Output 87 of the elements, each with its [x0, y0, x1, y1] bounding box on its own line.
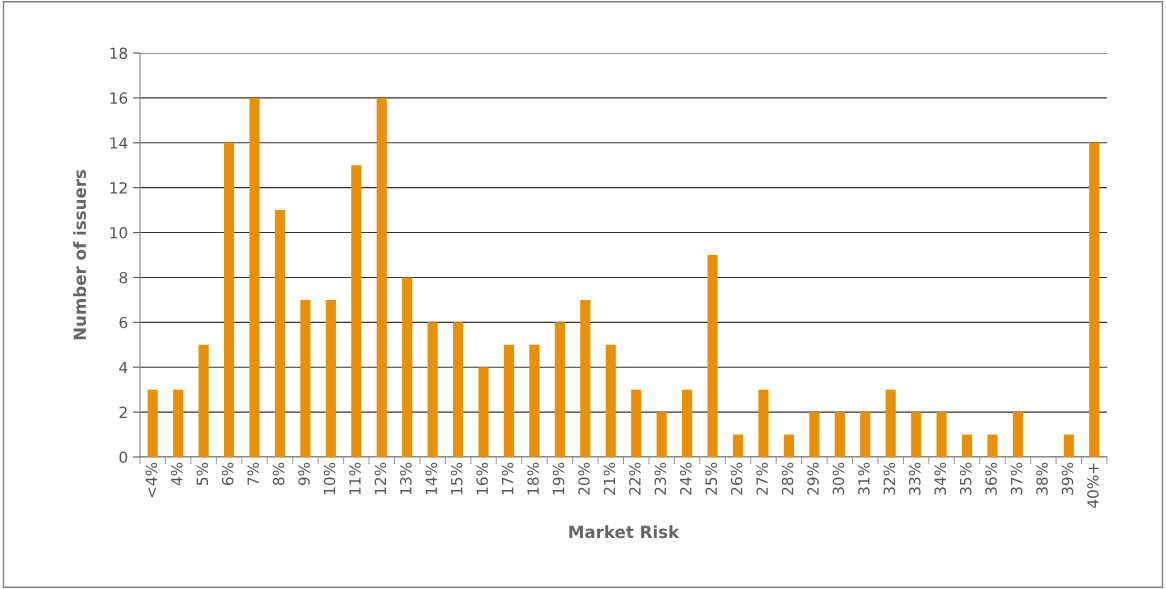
bar [325, 299, 336, 457]
y-tick-label: 6 [119, 316, 128, 329]
bar [580, 299, 591, 457]
x-tick-label: <4% [145, 462, 158, 498]
x-tick-label: 11% [349, 462, 361, 495]
bar [147, 389, 158, 457]
x-tick-label: 12% [374, 462, 387, 495]
x-tick-label: 34% [934, 462, 947, 495]
bar [961, 434, 973, 457]
bar [1089, 142, 1100, 457]
x-tick-label: 17% [501, 462, 514, 495]
x-tick-label: 26% [730, 462, 743, 495]
x-tick-label: 35% [959, 462, 972, 495]
bar [427, 322, 438, 457]
x-tick-label: 10% [323, 462, 336, 495]
bar [707, 255, 718, 457]
x-tick-label: 22% [629, 462, 641, 495]
y-tick-label: 18 [110, 47, 128, 60]
bar [351, 165, 362, 457]
bar [198, 344, 209, 457]
bar [911, 412, 922, 457]
x-tick-label: 36% [985, 462, 997, 495]
bar [376, 97, 387, 457]
bar [300, 299, 311, 457]
y-tick-label: 4 [119, 361, 128, 374]
x-tick-label: 13% [400, 462, 412, 495]
y-tick-label: 12 [110, 182, 127, 194]
bar [554, 322, 565, 457]
y-tick-label: 2 [119, 406, 127, 418]
bar [249, 97, 260, 457]
x-tick-label: 8% [272, 462, 285, 486]
bar [834, 412, 845, 457]
x-tick-label: 6% [221, 462, 234, 486]
y-tick-label: 10 [110, 227, 128, 239]
x-tick-label: 38% [1036, 462, 1048, 495]
x-tick-label: 39% [1061, 462, 1074, 495]
x-tick-label: 20% [578, 462, 590, 495]
bar [503, 344, 515, 457]
x-tick-label: 28% [781, 462, 794, 495]
bar [885, 389, 896, 457]
y-tick-label: 0 [119, 451, 128, 464]
x-tick-label: 5% [196, 462, 209, 485]
bar [478, 367, 489, 457]
bar [1012, 412, 1024, 457]
bar [987, 434, 998, 457]
y-tick-label: 16 [110, 92, 128, 104]
x-tick-label: 19% [552, 462, 565, 495]
bar [682, 389, 693, 457]
x-tick-label: 18% [527, 462, 539, 495]
x-tick-label: 7% [247, 462, 259, 485]
x-axis-title: Market Risk [569, 525, 680, 539]
x-tick-label: 27% [756, 462, 768, 495]
x-tick-label: 24% [680, 462, 692, 495]
x-tick-label: 30% [832, 462, 845, 495]
y-tick-label: 8 [119, 271, 128, 284]
x-tick-label: 21% [603, 462, 616, 495]
bar [605, 344, 616, 457]
bar [860, 412, 871, 457]
x-tick-label: 9% [298, 462, 310, 486]
y-tick-label: 14 [110, 137, 128, 149]
bar [936, 412, 947, 457]
bar [402, 277, 413, 457]
bar [173, 389, 184, 457]
x-tick-label: 25% [705, 462, 717, 495]
x-tick-label: 40%+ [1087, 463, 1099, 508]
x-tick-label: 32% [883, 462, 896, 495]
bar [809, 412, 820, 457]
bar [223, 142, 235, 457]
x-tick-label: 23% [654, 462, 667, 495]
x-tick-label: 33% [909, 462, 921, 495]
bar [656, 412, 667, 457]
bar [732, 434, 744, 457]
bar [1063, 434, 1074, 457]
bar [758, 389, 769, 457]
x-tick-label: 31% [858, 462, 870, 495]
x-tick-label: 15% [450, 462, 463, 495]
x-tick-label: 4% [171, 462, 183, 486]
bar [274, 210, 286, 457]
y-axis-title: Number of issuers [73, 169, 87, 340]
x-tick-label: 14% [425, 462, 438, 495]
x-tick-label: 37% [1010, 462, 1023, 495]
bar [529, 344, 540, 457]
x-tick-label: 29% [807, 462, 819, 495]
bar [631, 389, 642, 457]
bar [783, 434, 794, 457]
x-tick-label: 16% [476, 462, 488, 495]
bar [453, 322, 464, 457]
